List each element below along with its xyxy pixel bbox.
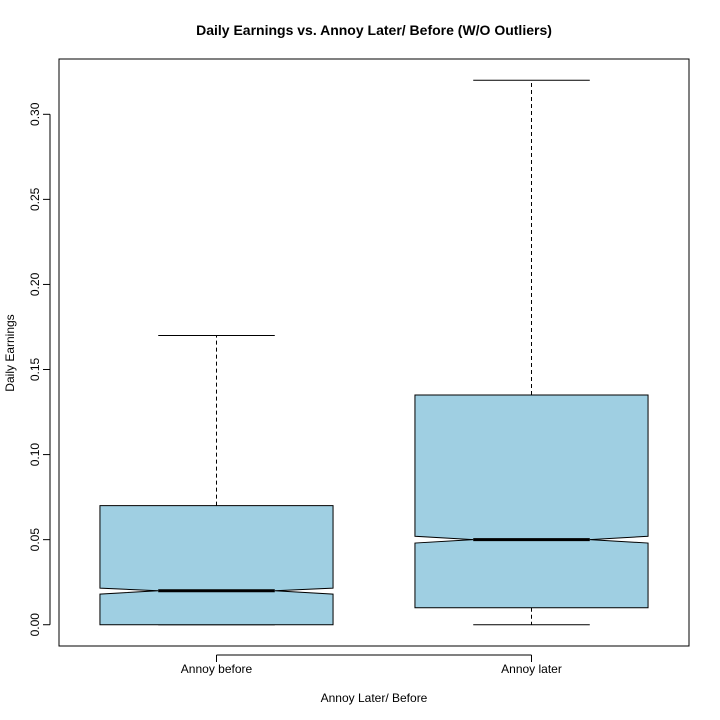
y-axis-label: Daily Earnings [3, 314, 17, 391]
box-group [99, 334, 334, 626]
y-tick-label: 0.05 [28, 528, 42, 552]
y-tick-label: 0.15 [28, 358, 42, 382]
x-axis: Annoy before Annoy later [181, 654, 562, 676]
y-tick-label: 0.30 [28, 102, 42, 126]
y-tick-label: 0.20 [28, 272, 42, 296]
box-group [414, 79, 649, 626]
x-tick-label: Annoy later [501, 662, 562, 676]
y-axis: 0.00 0.05 0.10 0.15 0.20 0.25 0.30 [28, 102, 51, 637]
box-body [414, 394, 649, 609]
x-tick-label: Annoy before [181, 662, 253, 676]
plot-frame [58, 58, 690, 647]
y-tick-label: 0.25 [28, 187, 42, 211]
y-tick-label: 0.10 [28, 443, 42, 467]
y-tick-label: 0.00 [28, 613, 42, 637]
x-axis-label: Annoy Later/ Before [321, 691, 428, 705]
box-body [99, 505, 334, 626]
boxes [99, 79, 649, 626]
chart-title: Daily Earnings vs. Annoy Later/ Before (… [196, 22, 552, 38]
